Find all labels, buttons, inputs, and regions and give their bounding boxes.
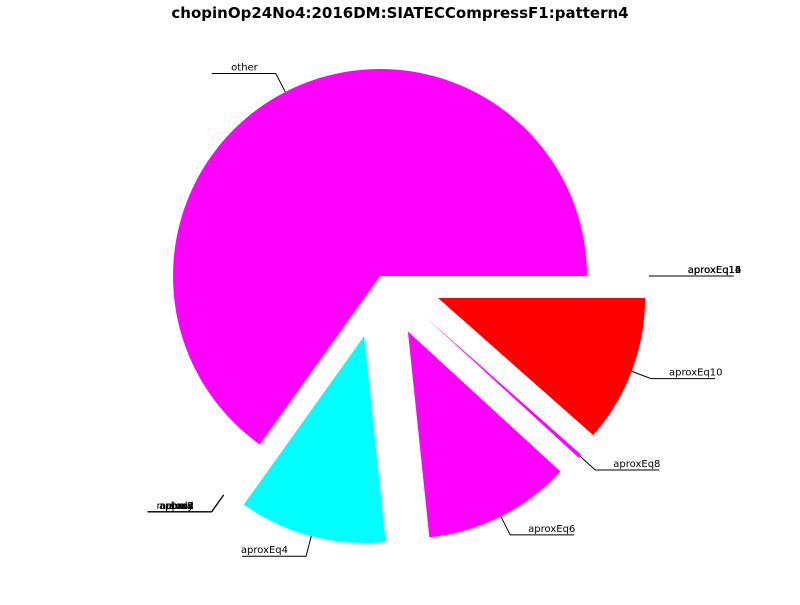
- label-aproxeq8: aproxEq8: [613, 459, 660, 470]
- label-bass: bass: [171, 501, 194, 512]
- leader-aproxeq4: [242, 536, 312, 557]
- leader-aprox3: [147, 494, 225, 513]
- label-melody: melody: [157, 501, 194, 512]
- label-aprox2: aprox2: [159, 501, 193, 512]
- slice-other: [172, 68, 587, 445]
- label-aproxeq16: aproxEq16: [688, 265, 742, 276]
- slice-aproxeq8: [426, 317, 582, 458]
- label-aproxeq6: aproxEq6: [528, 524, 575, 535]
- label-aproxeq12: aproxEq12: [688, 265, 742, 276]
- leader-aproxeq8: [579, 455, 660, 471]
- label-aproxeq10: aproxEq10: [669, 368, 723, 379]
- leader-other: [211, 73, 286, 93]
- label-aproxeq4: aproxEq4: [241, 545, 288, 556]
- label-aproxeq14: aproxEq14: [688, 265, 742, 276]
- label-aprox3: aprox3: [159, 501, 193, 512]
- pie-slices: [172, 68, 646, 544]
- label-other: other: [231, 63, 259, 74]
- label-aprox: aprox: [165, 501, 193, 512]
- label-chord: chord: [165, 501, 193, 512]
- leader-aproxeq6: [500, 516, 575, 536]
- slice-aproxeq10: [438, 297, 646, 436]
- chart-title: chopinOp24No4:2016DM:SIATECCompressF1:pa…: [171, 4, 628, 22]
- slice-aproxeq6: [407, 331, 561, 538]
- slice-aproxeq4: [243, 336, 386, 544]
- leader-aproxeq10: [631, 370, 716, 380]
